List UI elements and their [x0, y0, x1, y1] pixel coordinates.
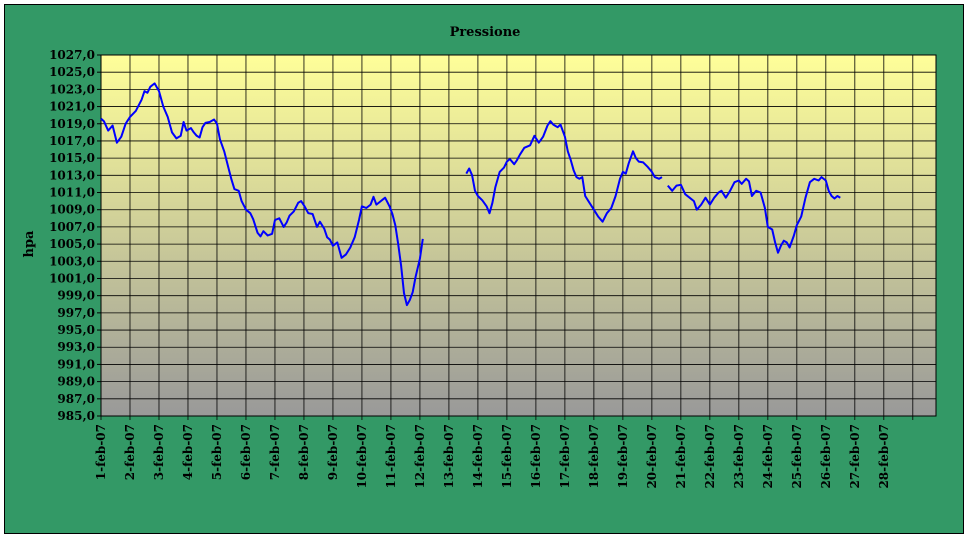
- x-tick-label: 11-feb-07: [384, 424, 398, 489]
- y-axis-ticks: 985,0 987,0 989,0 991,0 993,0 995,0 997,0 999,0…: [49, 48, 95, 423]
- x-tick-label: 14-feb-07: [471, 424, 485, 489]
- x-tick-label: 16-feb-07: [529, 424, 543, 489]
- x-tick-label: 13-feb-07: [442, 424, 456, 489]
- gridlines: [97, 54, 936, 420]
- x-tick-label: 15-feb-07: [500, 424, 514, 489]
- y-tick-label: 1013,0: [49, 168, 95, 182]
- pressure-line-segment: [465, 120, 663, 223]
- x-tick-label: 23-feb-07: [732, 424, 746, 489]
- x-tick-label: 5-feb-07: [210, 424, 224, 480]
- y-tick-label: 985,0: [57, 409, 95, 423]
- y-tick-label: 1001,0: [49, 271, 95, 285]
- x-tick-label: 3-feb-07: [152, 424, 166, 480]
- x-tick-label: 24-feb-07: [761, 424, 775, 489]
- x-tick-label: 26-feb-07: [819, 424, 833, 489]
- x-tick-label: 6-feb-07: [239, 424, 253, 480]
- x-tick-label: 4-feb-07: [181, 424, 195, 480]
- y-tick-label: 1009,0: [49, 203, 95, 217]
- y-tick-label: 991,0: [57, 357, 95, 371]
- y-axis-label: hpa: [22, 230, 37, 258]
- x-tick-label: 7-feb-07: [268, 424, 282, 480]
- y-tick-label: 989,0: [57, 375, 95, 389]
- y-tick-label: 1015,0: [49, 151, 95, 165]
- y-tick-label: 1005,0: [49, 237, 95, 251]
- y-tick-label: 1019,0: [49, 117, 95, 131]
- x-axis-ticks: 1-feb-07 2-feb-07 3-feb-07 4-feb-07 5-feb-07…: [94, 424, 891, 489]
- x-tick-label: 17-feb-07: [558, 424, 572, 489]
- y-tick-label: 1007,0: [49, 220, 95, 234]
- x-tick-label: 28-feb-07: [877, 424, 891, 489]
- y-tick-label: 1011,0: [49, 186, 95, 200]
- x-tick-label: 27-feb-07: [848, 424, 862, 489]
- y-tick-label: 997,0: [57, 306, 95, 320]
- y-tick-label: 987,0: [57, 392, 95, 406]
- x-tick-label: 9-feb-07: [326, 424, 340, 480]
- x-tick-label: 8-feb-07: [297, 424, 311, 480]
- y-tick-label: 1017,0: [49, 134, 95, 148]
- x-tick-label: 21-feb-07: [674, 424, 688, 489]
- x-tick-label: 19-feb-07: [616, 424, 630, 489]
- chart-title: Pressione: [450, 25, 521, 40]
- plot-area: [100, 54, 937, 417]
- y-tick-label: 1003,0: [49, 254, 95, 268]
- x-tick-label: 18-feb-07: [587, 424, 601, 489]
- y-tick-label: 1023,0: [49, 82, 95, 96]
- x-tick-label: 25-feb-07: [790, 424, 804, 489]
- x-tick-label: 20-feb-07: [645, 424, 659, 489]
- x-tick-label: 10-feb-07: [355, 424, 369, 489]
- y-tick-label: 1027,0: [49, 48, 95, 62]
- pressure-line-segment: [667, 176, 841, 254]
- x-tick-label: 1-feb-07: [94, 424, 108, 480]
- y-tick-label: 1025,0: [49, 65, 95, 79]
- x-tick-label: 22-feb-07: [703, 424, 717, 489]
- series-lines: [100, 82, 841, 307]
- x-tick-label: 12-feb-07: [413, 424, 427, 489]
- pressure-line-segment: [100, 82, 424, 307]
- y-tick-label: 995,0: [57, 323, 95, 337]
- y-tick-label: 999,0: [57, 289, 95, 303]
- y-tick-label: 993,0: [57, 340, 95, 354]
- y-tick-label: 1021,0: [49, 100, 95, 114]
- x-tick-label: 2-feb-07: [123, 424, 137, 480]
